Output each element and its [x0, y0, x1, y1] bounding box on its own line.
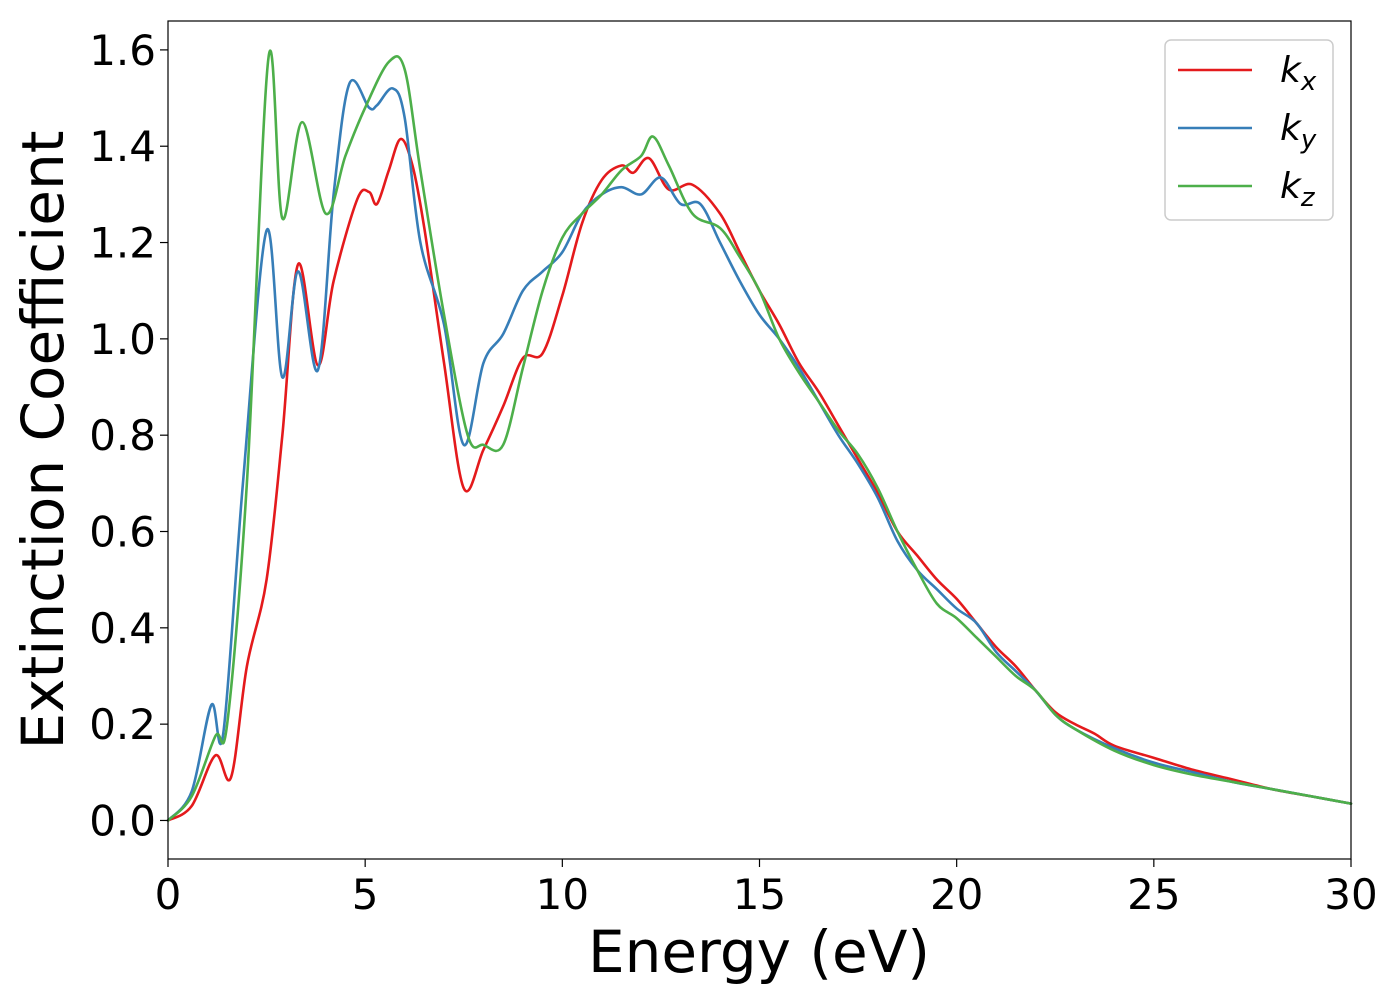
x-tick-label: 30: [1324, 870, 1377, 919]
x-tick-label: 10: [536, 870, 589, 919]
x-tick-label: 15: [733, 870, 786, 919]
y-tick-label: 1.0: [89, 315, 156, 364]
x-axis-title: Energy (eV): [588, 918, 930, 986]
y-tick-label: 0.6: [89, 508, 156, 557]
x-tick-label: 25: [1127, 870, 1180, 919]
y-axis: 0.0 0.2 0.4 0.6 0.8 1.0 1.2 1.4 1.6: [89, 26, 168, 845]
legend-label-ky: ky: [1280, 108, 1317, 155]
y-tick-label: 1.6: [89, 26, 156, 75]
series-layer: [166, 49, 1353, 822]
y-axis-title: Extinction Coefficient: [9, 131, 77, 750]
y-tick-label: 1.4: [89, 122, 156, 171]
series-line-kz: [166, 49, 1353, 822]
plot-background: [168, 21, 1351, 859]
legend-frame: [1164, 39, 1334, 221]
y-tick-label: 0.0: [89, 796, 156, 845]
y-tick-label: 0.4: [89, 604, 156, 653]
series-line-ky: [166, 79, 1353, 822]
y-tick-label: 0.2: [89, 700, 156, 749]
x-tick-label: 5: [352, 870, 379, 919]
y-tick-label: 0.8: [89, 411, 156, 460]
y-tick-label: 1.2: [89, 219, 156, 268]
x-axis: 0 5 10 15 20 25 30: [155, 859, 1378, 919]
x-tick-label: 0: [155, 870, 182, 919]
x-tick-label: 20: [930, 870, 983, 919]
